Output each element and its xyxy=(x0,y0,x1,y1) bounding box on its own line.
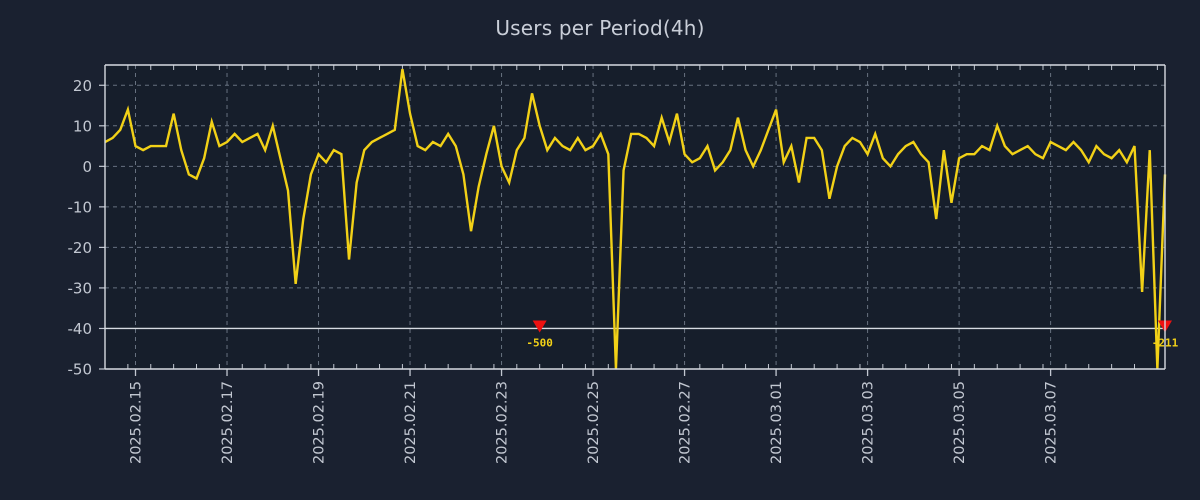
y-axis-tick-label: -30 xyxy=(68,279,93,297)
plot-background xyxy=(105,65,1165,369)
chart-title: Users per Period(4h) xyxy=(495,16,705,40)
x-axis-tick-label: 2025.03.01 xyxy=(769,381,785,464)
y-axis-tick-label: -20 xyxy=(68,239,93,257)
x-axis-tick-label: 2025.02.15 xyxy=(129,381,145,464)
y-axis-tick-label: 0 xyxy=(82,158,92,176)
y-axis-tick-label: -10 xyxy=(68,198,93,216)
x-axis-tick-label: 2025.02.25 xyxy=(586,381,602,464)
y-axis-tick-label: -40 xyxy=(68,320,93,338)
x-axis-tick-label: 2025.03.03 xyxy=(861,381,877,464)
x-axis-tick-label: 2025.02.27 xyxy=(678,381,694,464)
x-axis-tick-label: 2025.02.23 xyxy=(495,381,511,464)
x-axis-labels: 2025.02.15 2025.02.17 2025.02.19 2025.02.21… xyxy=(129,381,1060,464)
data-series-line xyxy=(104,68,1167,370)
plot-frame xyxy=(104,64,1166,370)
x-axis-tick-label: 2025.02.19 xyxy=(312,381,328,464)
annotation-triangle-down-icon xyxy=(532,320,547,333)
annotation-value-label: -500 xyxy=(526,336,553,349)
axis-ticks xyxy=(99,65,1158,376)
y-axis-tick-label: 20 xyxy=(73,77,92,95)
series-line-users xyxy=(104,68,1167,370)
y-axis-tick-label: -50 xyxy=(68,361,93,379)
x-axis-tick-label: 2025.02.21 xyxy=(403,381,419,464)
y-axis-labels: 20 10 0 -10 -20 -30 -40 -50 xyxy=(68,77,93,379)
x-axis-tick-label: 2025.03.07 xyxy=(1044,381,1060,464)
x-axis-tick-label: 2025.03.05 xyxy=(952,381,968,464)
y-axis-tick-label: 10 xyxy=(73,117,92,135)
x-axis-tick-label: 2025.02.17 xyxy=(220,381,236,464)
annotation-markers: -500 -211 xyxy=(526,320,1179,349)
